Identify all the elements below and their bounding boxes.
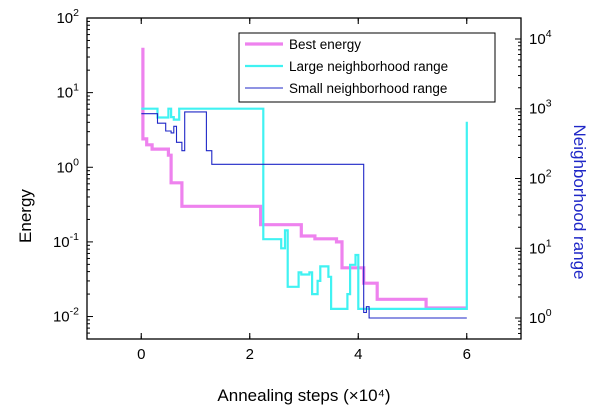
y-left-tick-label: 10-2 — [53, 306, 79, 326]
series-layer — [141, 47, 468, 319]
legend-label: Large neighborhood range — [289, 59, 448, 74]
y-right-tick-label-base: 10 — [529, 310, 546, 327]
series-line-large-neighborhood-range — [141, 107, 468, 310]
y-right-tick-label-exponent: 2 — [546, 168, 552, 180]
y-right-tick-label-exponent: 4 — [546, 28, 552, 40]
x-tick-label: 0 — [137, 346, 145, 363]
y-left-tick-label-exponent: 0 — [73, 156, 79, 168]
y-right-tick-label: 101 — [529, 237, 552, 257]
y-left-tick-label-exponent: 2 — [73, 7, 79, 19]
x-tick-label: 2 — [246, 346, 254, 363]
y-left-tick-label: 100 — [56, 156, 79, 176]
legend-label: Best energy — [289, 37, 361, 52]
y-left-tick-label-exponent: 1 — [73, 82, 79, 94]
y-right-tick-label: 102 — [529, 168, 552, 188]
y-right-tick-label-base: 10 — [529, 31, 546, 48]
y-left-tick-label-base: 10 — [56, 10, 73, 27]
y-right-tick-label-exponent: 0 — [546, 307, 552, 319]
y-left-tick-label: 102 — [56, 7, 79, 27]
y-left-tick-label-exponent: -1 — [70, 231, 79, 243]
y-left-tick-label-exponent: -2 — [70, 306, 79, 318]
legend: Best energy Large neighborhood range Small… — [238, 32, 496, 103]
y-right-tick-label-exponent: 3 — [546, 98, 552, 110]
x-axis-title: Annealing steps (×10⁴) — [217, 386, 390, 405]
y-left-axis-title: Energy — [16, 189, 35, 243]
y-left-tick-label-base: 10 — [56, 159, 73, 176]
y-left-tick-label: 101 — [56, 82, 79, 102]
y-right-tick-label: 103 — [529, 98, 552, 118]
series-line-best-energy — [141, 47, 467, 310]
y-left-tick-label-base: 10 — [53, 234, 70, 251]
y-left-tick-label: 10-1 — [53, 231, 79, 251]
y-right-tick-label-base: 10 — [529, 171, 546, 188]
y-right-tick-label: 100 — [529, 307, 552, 327]
y-left-tick-label-base: 10 — [56, 85, 73, 102]
y-left-tick-label-base: 10 — [53, 309, 70, 326]
y-right-tick-label-base: 10 — [529, 101, 546, 118]
y-right-tick-label-base: 10 — [529, 240, 546, 257]
series-line-small-neighborhood-range — [141, 111, 467, 319]
y-right-tick-label: 104 — [529, 28, 552, 48]
x-tick-label: 6 — [463, 346, 471, 363]
legend-label: Small neighborhood range — [289, 81, 447, 96]
x-tick-label: 4 — [354, 346, 362, 363]
y-right-axis-title: Neighborhood range — [570, 124, 589, 279]
y-right-tick-label-exponent: 1 — [546, 237, 552, 249]
